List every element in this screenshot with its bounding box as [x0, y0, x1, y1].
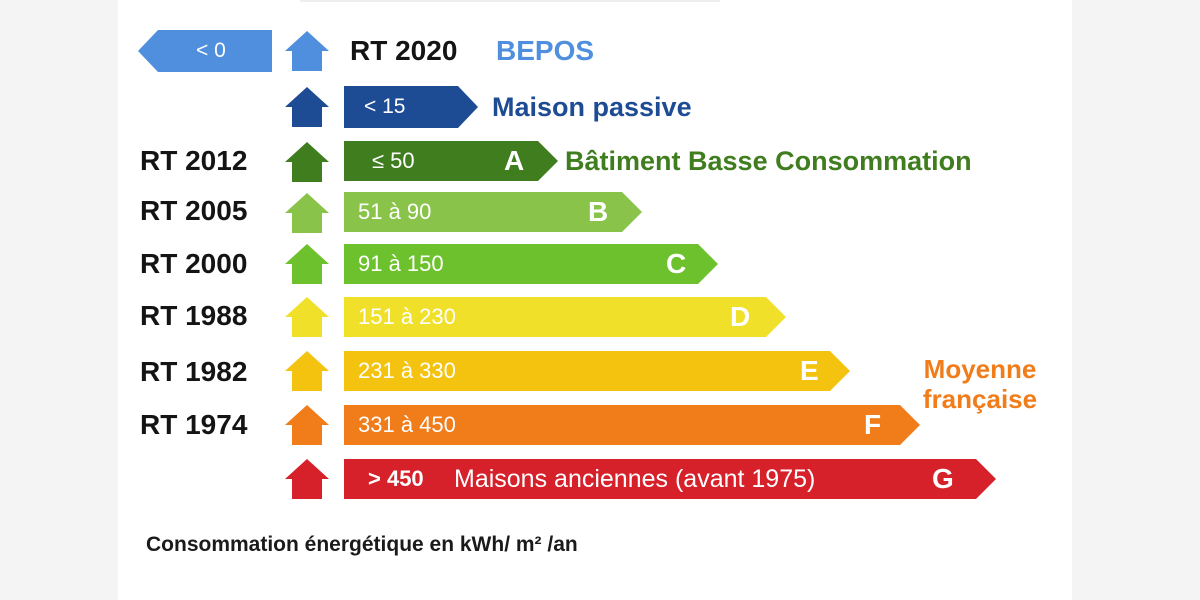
range-label: 51 à 90	[358, 199, 432, 224]
bbc-label: Bâtiment Basse Consommation	[565, 146, 972, 176]
right-margin-panel	[1072, 0, 1200, 600]
old-houses-description: Maisons anciennes (avant 1975)	[454, 465, 816, 493]
bar-shape-d	[344, 297, 786, 337]
class-letter: C	[666, 248, 687, 279]
house-a-icon	[284, 141, 330, 183]
class-bar-d: 151 à 230 D	[344, 297, 786, 337]
average-line-1: Moyenne	[923, 354, 1037, 384]
regulation-label: RT 2000	[140, 248, 248, 279]
class-bar-c: 91 à 150 C	[344, 244, 718, 284]
regulation-label: RT 2005	[140, 195, 248, 226]
bar-shape-g	[344, 459, 996, 499]
range-label: 231 à 330	[358, 358, 456, 383]
bepos-arrow: < 0	[138, 30, 272, 72]
passive-label: Maison passive	[492, 92, 692, 122]
house-f-icon	[284, 404, 330, 446]
bepos-house-icon	[284, 30, 330, 72]
range-label: 91 à 150	[358, 251, 444, 276]
class-letter: D	[730, 301, 751, 332]
bepos-label: BEPOS	[496, 35, 595, 66]
bepos-regulation: RT 2020	[350, 35, 458, 66]
class-letter: F	[864, 409, 882, 440]
house-c-icon	[284, 243, 330, 285]
passive-arrow-shape	[344, 86, 478, 128]
top-divider	[300, 0, 720, 2]
class-bar-g: > 450 Maisons anciennes (avant 1975) G	[344, 459, 996, 499]
range-label: > 450	[368, 466, 424, 491]
passive-house-icon	[284, 86, 330, 128]
left-margin-panel	[0, 0, 118, 600]
class-bar-e: 231 à 330 E	[344, 351, 850, 391]
class-letter: G	[932, 463, 954, 494]
bepos-value: < 0	[196, 39, 226, 62]
regulation-label: RT 1974	[140, 409, 248, 440]
range-label: 151 à 230	[358, 304, 456, 329]
bar-shape-e	[344, 351, 850, 391]
range-label: 331 à 450	[358, 412, 456, 437]
class-bar-b: 51 à 90 B	[344, 192, 642, 232]
class-bar-a: ≤ 50 A	[344, 141, 558, 181]
bepos-arrow-shape	[138, 30, 272, 72]
bar-shape-b	[344, 192, 642, 232]
passive-arrow: < 15	[344, 86, 478, 128]
range-label: ≤ 50	[372, 148, 415, 173]
class-letter: B	[588, 196, 609, 227]
regulation-label: RT 2012	[140, 145, 248, 176]
bar-shape-a	[344, 141, 558, 181]
bar-shape-c	[344, 244, 718, 284]
house-b-icon	[284, 192, 330, 234]
footer-unit-caption: Consommation énergétique en kWh/ m² /an	[146, 533, 578, 556]
regulation-label: RT 1982	[140, 356, 248, 387]
average-line-2: française	[922, 384, 1038, 414]
house-e-icon	[284, 350, 330, 392]
house-d-icon	[284, 296, 330, 338]
class-letter: E	[800, 355, 819, 386]
regulation-label: RT 1988	[140, 300, 248, 331]
class-bar-f: 331 à 450 F	[344, 405, 920, 445]
house-g-icon	[284, 458, 330, 500]
class-letter: A	[504, 145, 525, 176]
average-annotation: Moyenne française	[900, 354, 1060, 414]
bar-shape-f	[344, 405, 920, 445]
passive-value: < 15	[364, 95, 406, 118]
